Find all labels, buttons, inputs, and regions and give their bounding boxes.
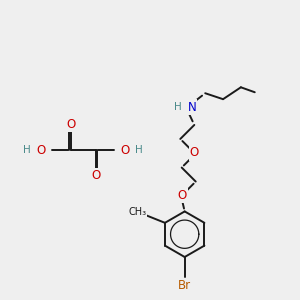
Text: O: O [91, 169, 100, 182]
Text: O: O [190, 146, 199, 160]
Text: Br: Br [178, 279, 191, 292]
Text: CH₃: CH₃ [128, 207, 146, 217]
Text: N: N [188, 100, 196, 114]
Text: H: H [23, 145, 31, 155]
Text: O: O [36, 143, 46, 157]
Text: H: H [135, 145, 143, 155]
Text: O: O [66, 118, 75, 131]
Text: O: O [121, 143, 130, 157]
Text: H: H [174, 102, 182, 112]
Text: O: O [177, 189, 186, 202]
